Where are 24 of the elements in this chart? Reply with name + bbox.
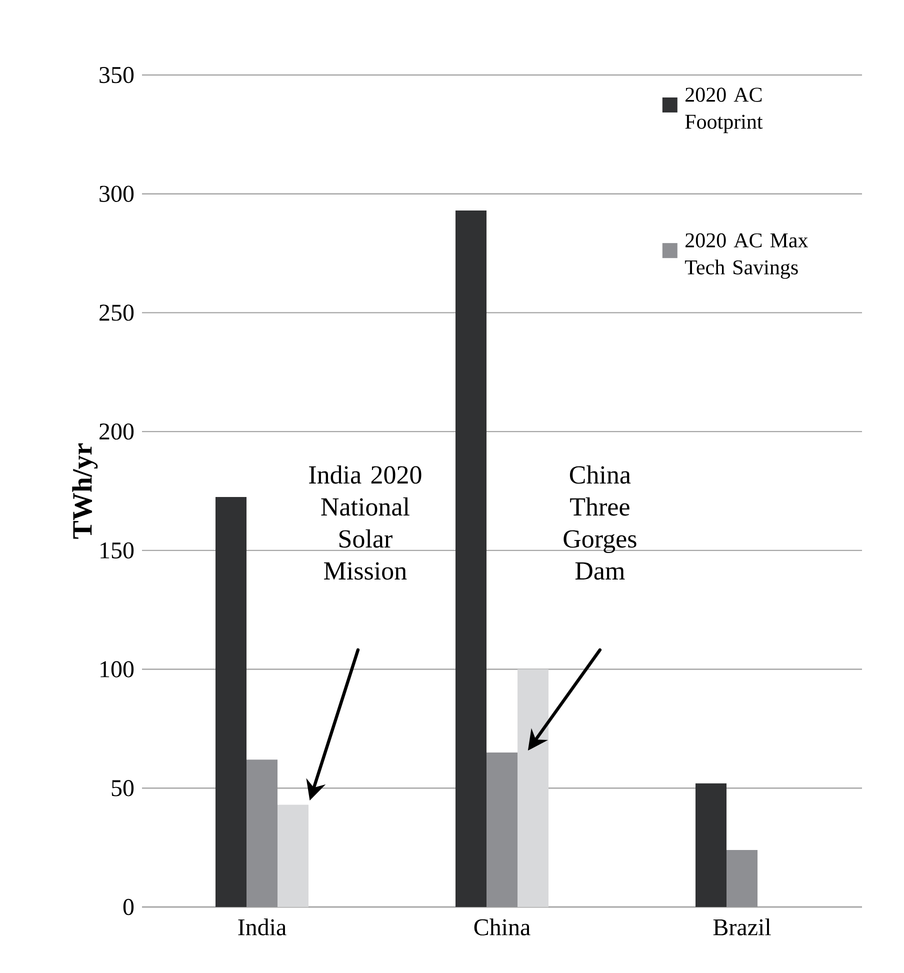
bar	[246, 760, 278, 907]
bar	[216, 496, 247, 907]
bar	[696, 783, 727, 907]
y-tick-label: 0	[123, 898, 134, 916]
bar	[278, 804, 309, 907]
x-tick-label: Brazil	[713, 918, 771, 936]
y-tick-label: 250	[100, 304, 134, 321]
bar	[726, 850, 758, 907]
x-tick-label: China	[474, 918, 530, 936]
bar	[518, 669, 549, 907]
y-tick-label: 300	[100, 186, 134, 202]
x-tick-label: India	[238, 918, 286, 936]
annotation: India 2020 National Solar Mission	[309, 465, 422, 580]
bar	[486, 752, 518, 907]
annotation: China Three Gorges Dam	[564, 465, 636, 580]
y-tick-label: 150	[100, 542, 134, 559]
bar	[456, 210, 487, 907]
legend-label: 2020 AC Footprint	[685, 88, 763, 134]
legend-label: 2020 AC Max Tech Savings	[684, 233, 808, 279]
y-tick-label: 200	[100, 423, 134, 440]
y-tick-label: 100	[100, 661, 134, 678]
y-tick-label: 350	[100, 66, 134, 84]
y-tick-label: 50	[112, 780, 134, 796]
y-axis-title: TWh/yr	[72, 443, 98, 539]
